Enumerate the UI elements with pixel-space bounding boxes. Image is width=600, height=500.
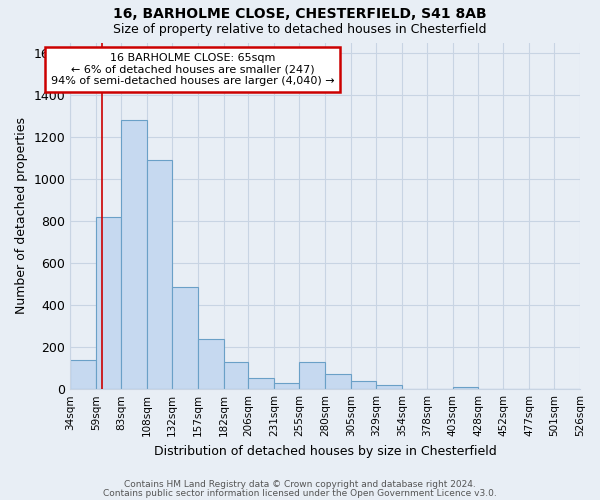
Text: 16, BARHOLME CLOSE, CHESTERFIELD, S41 8AB: 16, BARHOLME CLOSE, CHESTERFIELD, S41 8A… <box>113 8 487 22</box>
Bar <box>248 378 274 389</box>
Bar <box>299 362 325 389</box>
Bar <box>121 120 147 389</box>
Bar <box>198 339 224 389</box>
Text: Size of property relative to detached houses in Chesterfield: Size of property relative to detached ho… <box>113 22 487 36</box>
Text: Contains public sector information licensed under the Open Government Licence v3: Contains public sector information licen… <box>103 488 497 498</box>
Bar <box>351 381 376 389</box>
Bar <box>376 385 402 389</box>
Bar <box>325 374 351 389</box>
Bar <box>274 383 299 389</box>
Bar <box>70 360 96 389</box>
Bar <box>147 160 172 389</box>
Bar <box>96 217 121 389</box>
Text: Contains HM Land Registry data © Crown copyright and database right 2024.: Contains HM Land Registry data © Crown c… <box>124 480 476 489</box>
Bar <box>224 362 248 389</box>
Y-axis label: Number of detached properties: Number of detached properties <box>15 118 28 314</box>
Bar <box>452 387 478 389</box>
X-axis label: Distribution of detached houses by size in Chesterfield: Distribution of detached houses by size … <box>154 444 497 458</box>
Text: 16 BARHOLME CLOSE: 65sqm
← 6% of detached houses are smaller (247)
94% of semi-d: 16 BARHOLME CLOSE: 65sqm ← 6% of detache… <box>51 53 334 86</box>
Bar <box>172 288 198 389</box>
